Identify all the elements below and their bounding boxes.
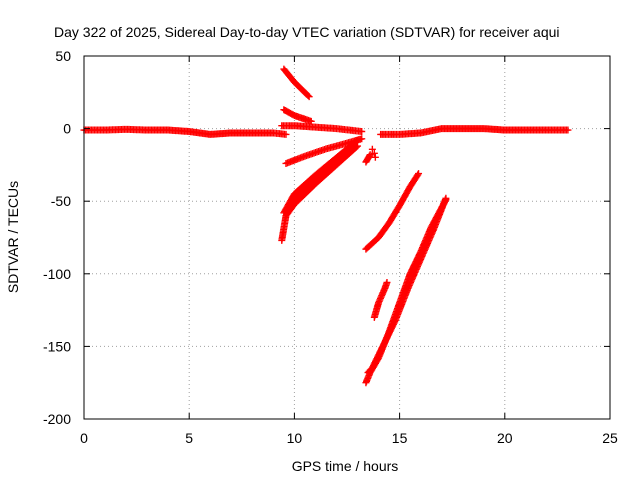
data-point — [366, 151, 374, 159]
data-series — [362, 151, 374, 166]
data-series — [80, 125, 290, 138]
y-axis-label: SDTVAR / TECUs — [5, 181, 21, 293]
data-point — [383, 279, 391, 287]
data-point — [414, 171, 422, 179]
data-series — [370, 279, 391, 321]
data-point — [564, 126, 572, 134]
data-series — [278, 122, 366, 136]
data-point — [358, 128, 366, 136]
data-point — [304, 92, 312, 100]
x-axis-label: GPS time / hours — [292, 458, 399, 474]
data-series — [280, 106, 315, 125]
y-tick-label: -200 — [43, 411, 71, 427]
data-point — [442, 194, 450, 202]
x-tick-label: 25 — [602, 430, 618, 446]
data-series — [278, 143, 357, 244]
data-point — [368, 145, 376, 153]
y-tick-label: 50 — [55, 48, 71, 64]
x-tick-label: 10 — [287, 430, 303, 446]
data-point — [370, 149, 378, 157]
data-series — [280, 65, 313, 101]
grid-lines — [84, 56, 610, 419]
x-tick-label: 20 — [497, 430, 513, 446]
data-series — [364, 194, 450, 377]
x-tick-label: 5 — [185, 430, 193, 446]
data-points — [80, 65, 572, 387]
data-point — [371, 153, 379, 161]
chart-title: Day 322 of 2025, Sidereal Day-to-day VTE… — [54, 24, 560, 40]
data-series — [377, 125, 572, 138]
data-series — [282, 135, 366, 167]
data-point — [348, 144, 356, 152]
data-point — [305, 93, 313, 101]
axis-ticks: 0 5 10 15 20 25 50 0 -50 -100 -150 -200 — [43, 48, 618, 446]
data-point — [358, 135, 366, 143]
data-point — [365, 152, 373, 160]
data-series — [368, 145, 379, 161]
data-point — [352, 137, 360, 145]
data-point — [415, 170, 423, 178]
data-point — [349, 143, 357, 151]
y-tick-label: -50 — [51, 193, 71, 209]
y-tick-label: 0 — [63, 121, 71, 137]
y-tick-label: -150 — [43, 338, 71, 354]
x-tick-label: 15 — [392, 430, 408, 446]
data-point — [282, 130, 290, 138]
x-tick-label: 0 — [80, 430, 88, 446]
data-series — [362, 170, 423, 253]
data-point — [354, 142, 362, 150]
plot-frame — [83, 55, 611, 420]
y-tick-label: -100 — [43, 266, 71, 282]
